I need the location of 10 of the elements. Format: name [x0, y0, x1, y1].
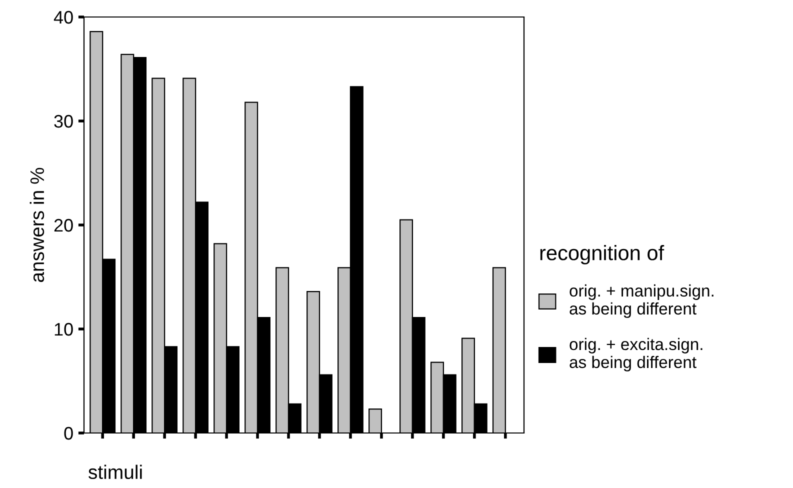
y-tick-label: 30 [54, 114, 73, 128]
legend-label: orig. + manipu.sign. as being different [570, 284, 714, 318]
y-tick-label: 10 [54, 322, 73, 336]
x-axis-title: stimuli [88, 464, 142, 480]
y-tick-label: 20 [54, 218, 73, 232]
y-tick-label: 40 [54, 10, 73, 24]
y-axis-title: answers in % [30, 168, 44, 282]
legend-title: recognition of [540, 245, 664, 264]
y-tick-label: 0 [64, 426, 73, 440]
legend-label: orig. + excita.sign. as being different [570, 338, 702, 372]
